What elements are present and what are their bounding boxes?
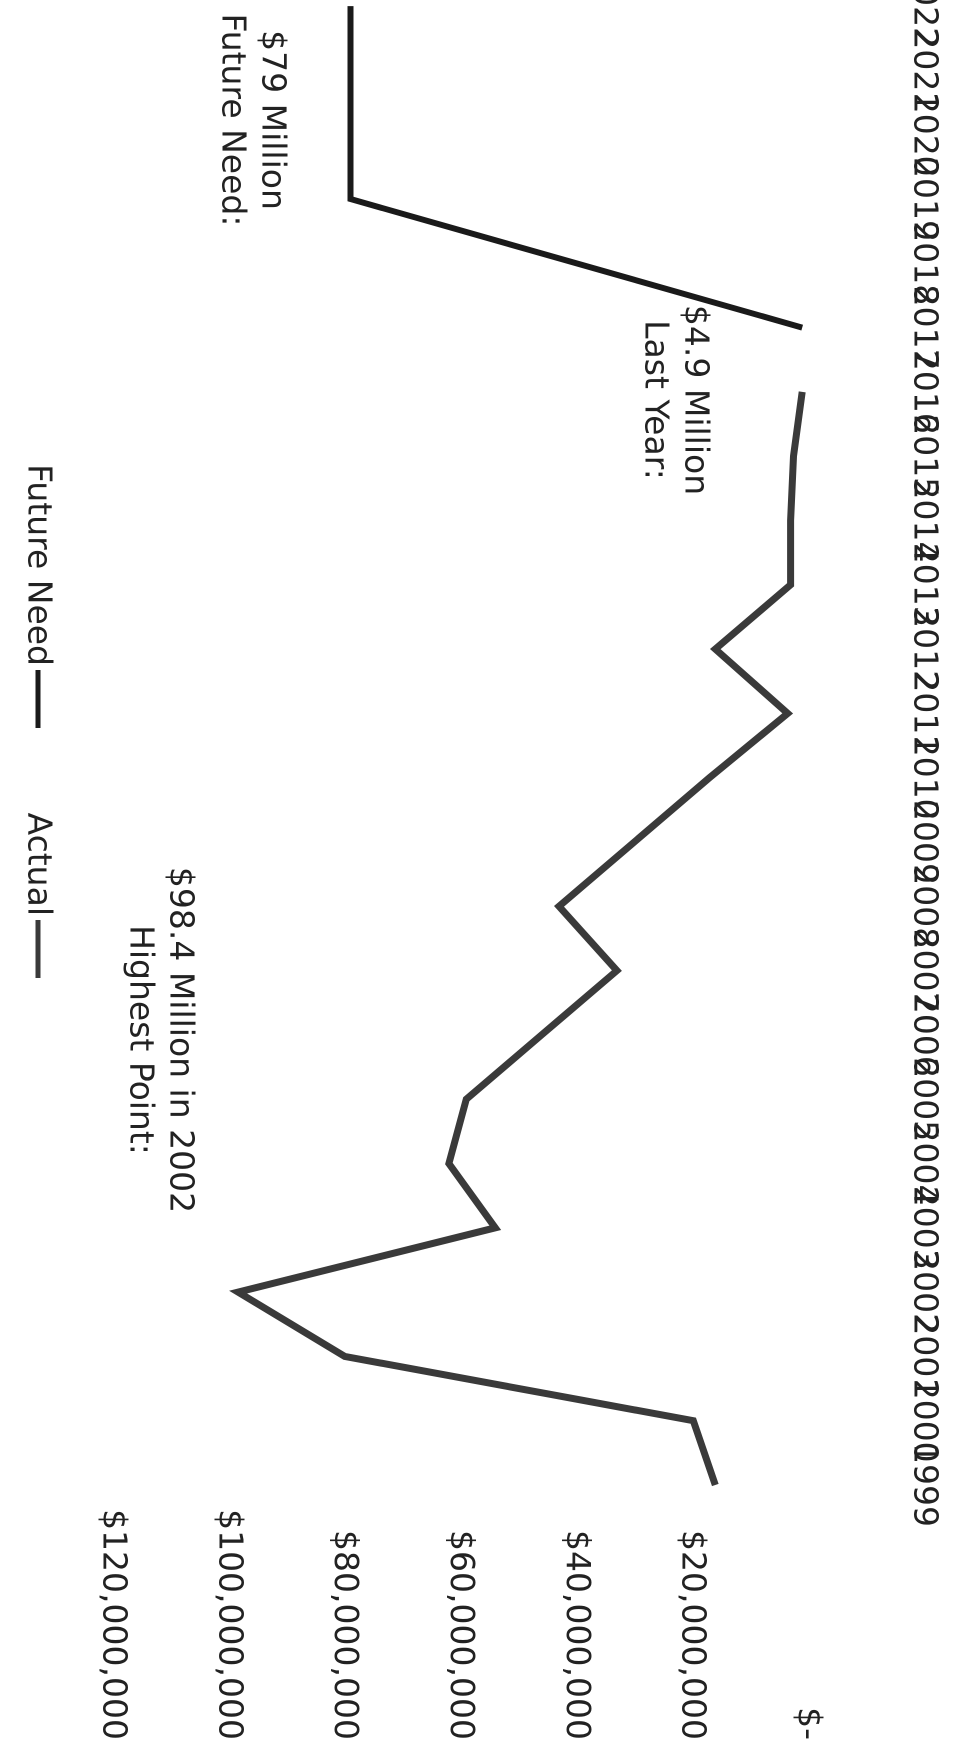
- annotation-line: Future Need:: [215, 14, 254, 227]
- x-tick-label: 2007: [907, 929, 946, 1013]
- x-tick-label: 2005: [907, 1057, 946, 1141]
- x-tick-label: 2006: [907, 993, 946, 1077]
- x-tick-label: 2011: [907, 671, 946, 755]
- series-line-future-need: [347, 6, 804, 331]
- annotation-line: $4.9 Million: [678, 305, 717, 495]
- y-tick-label: $100,000,000: [211, 1509, 250, 1740]
- x-tick-label: 1999: [907, 1443, 946, 1527]
- x-tick-label: 2009: [907, 800, 946, 884]
- annotation-line: Highest Point:: [123, 925, 162, 1155]
- x-tick-label: 2014: [907, 479, 946, 563]
- x-tick-label: 2004: [907, 1122, 946, 1206]
- y-tick-label: $120,000,000: [96, 1509, 135, 1740]
- x-tick-label: 2002: [907, 1250, 946, 1334]
- x-tick-label: 2016: [907, 350, 946, 434]
- x-tick-label: 2022: [907, 0, 946, 48]
- x-tick-label: 2013: [907, 543, 946, 627]
- x-tick-label: 2003: [907, 1186, 946, 1270]
- annotation-line: $79 Million: [255, 30, 294, 210]
- x-axis-tick-labels: 1999200020012002200320042005200620072008…: [907, 0, 946, 1527]
- x-tick-label: 2018: [907, 221, 946, 305]
- x-tick-label: 2008: [907, 864, 946, 948]
- x-tick-label: 2020: [907, 93, 946, 177]
- series-lines: [229, 6, 806, 1487]
- y-tick-label: $-: [791, 1707, 830, 1740]
- y-tick-label: $80,000,000: [327, 1530, 366, 1740]
- x-tick-label: 2000: [907, 1379, 946, 1463]
- annotation-line: $98.4 Million in 2002: [163, 867, 202, 1213]
- x-tick-label: 2012: [907, 607, 946, 691]
- x-tick-label: 2017: [907, 286, 946, 370]
- y-axis-tick-labels: $- $20,000,000 $40,000,000 $60,000,000 $80,0…: [96, 1509, 830, 1740]
- x-tick-label: 2019: [907, 157, 946, 241]
- annotations: Highest Point: $98.4 Million in 2002 Last …: [123, 14, 717, 1214]
- legend-label: Actual: [21, 813, 60, 916]
- x-tick-label: 2015: [907, 414, 946, 498]
- x-tick-label: 2021: [907, 28, 946, 112]
- annotation-line: Last Year:: [638, 320, 677, 480]
- series-line-actual: [229, 391, 806, 1487]
- legend-label: Future Need: [21, 464, 60, 666]
- x-tick-label: 2010: [907, 736, 946, 820]
- y-tick-label: $40,000,000: [559, 1530, 598, 1740]
- x-tick-label: 2001: [907, 1314, 946, 1398]
- legend: Actual Future Need: [21, 464, 60, 978]
- y-tick-label: $60,000,000: [443, 1530, 482, 1740]
- y-tick-label: $20,000,000: [675, 1530, 714, 1740]
